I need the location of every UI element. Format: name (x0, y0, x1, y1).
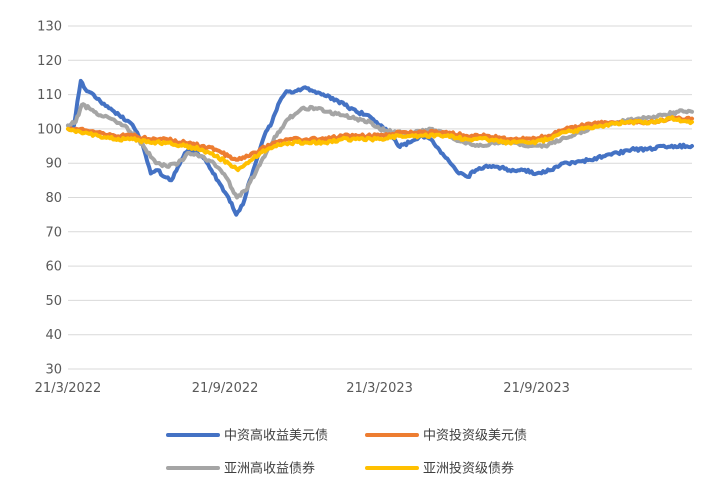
series-lines (66, 78, 694, 217)
legend-label: 中资高收益美元债 (224, 428, 328, 444)
y-axis-tick-labels: 30 40 50 60 70 80 90 100 110 120 130 (37, 20, 62, 378)
x-tick-label: 21/3/2023 (346, 381, 413, 396)
y-tick-label: 90 (45, 157, 62, 172)
y-tick-label: 40 (45, 328, 62, 343)
y-tick-label: 80 (45, 191, 62, 206)
series-line-2 (66, 115, 694, 162)
y-tick-label: 60 (45, 260, 62, 275)
y-tick-label: 30 (45, 363, 62, 378)
y-tick-label: 120 (37, 54, 62, 69)
y-tick-label: 70 (45, 225, 62, 240)
series-line-1 (66, 78, 694, 217)
gridlines (68, 25, 692, 370)
legend-label: 亚洲高收益债券 (224, 461, 315, 477)
legend-label: 中资投资级美元债 (423, 428, 527, 444)
y-tick-label: 50 (45, 294, 62, 309)
series-line-3 (66, 102, 694, 200)
x-axis-tick-labels: 21/3/2022 21/9/2022 21/3/2023 21/9/2023 (35, 381, 570, 396)
x-tick-label: 21/9/2022 (192, 381, 259, 396)
y-tick-label: 130 (37, 20, 62, 35)
y-tick-label: 110 (37, 88, 62, 103)
legend-label: 亚洲投资级债券 (423, 461, 514, 477)
x-tick-label: 21/3/2022 (35, 381, 102, 396)
x-tick-label: 21/9/2023 (503, 381, 570, 396)
y-tick-label: 100 (37, 122, 62, 137)
series-line-4 (66, 115, 694, 173)
